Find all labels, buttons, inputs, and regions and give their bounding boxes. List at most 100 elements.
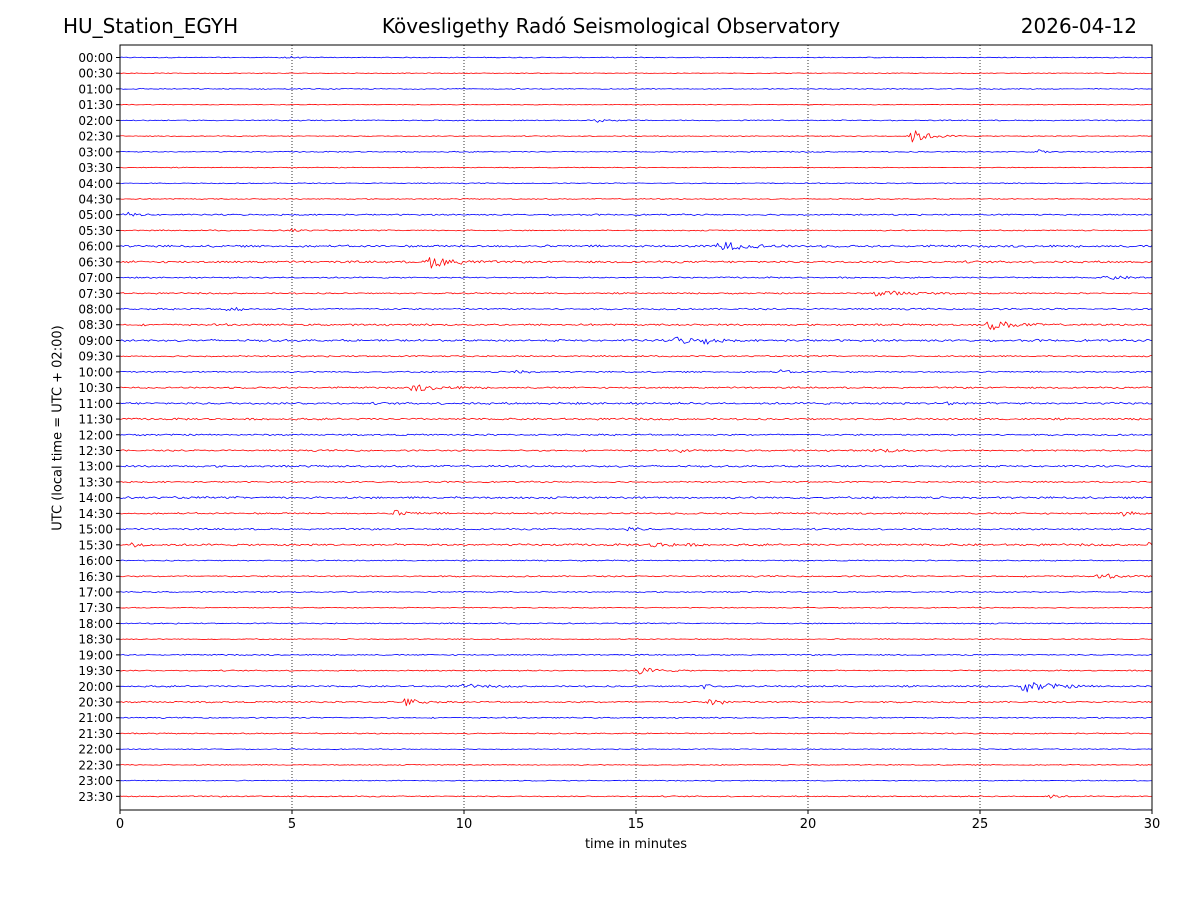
y-tick-label: 02:00 bbox=[78, 114, 113, 128]
y-tick-label: 12:00 bbox=[78, 428, 113, 442]
trace-1730 bbox=[119, 606, 1153, 609]
trace-0930 bbox=[119, 354, 1153, 358]
trace-0330 bbox=[119, 166, 1153, 169]
trace-2100 bbox=[119, 716, 1153, 719]
trace-1200 bbox=[119, 433, 1153, 437]
trace-1900 bbox=[119, 653, 1153, 656]
x-tick-label: 5 bbox=[288, 817, 296, 832]
trace-0430 bbox=[119, 198, 1153, 200]
trace-1700 bbox=[119, 590, 1153, 594]
x-axis-label: time in minutes bbox=[584, 837, 688, 852]
y-tick-label: 01:00 bbox=[78, 82, 113, 96]
y-tick-label: 00:30 bbox=[78, 67, 113, 81]
trace-0230 bbox=[119, 130, 1153, 143]
chart-date: 2026-04-12 bbox=[1020, 14, 1137, 38]
trace-0900 bbox=[119, 336, 1153, 345]
trace-1630 bbox=[119, 573, 1153, 579]
trace-1500 bbox=[119, 526, 1153, 532]
x-tick-label: 10 bbox=[456, 817, 473, 832]
trace-1400 bbox=[119, 496, 1153, 500]
y-tick-label: 07:30 bbox=[78, 287, 113, 301]
y-tick-label: 03:30 bbox=[78, 161, 113, 175]
trace-0130 bbox=[119, 103, 1153, 106]
x-tick-label: 20 bbox=[800, 817, 817, 832]
y-tick-label: 16:00 bbox=[78, 554, 113, 568]
y-tick-label: 20:30 bbox=[78, 696, 113, 710]
y-tick-label: 13:30 bbox=[78, 475, 113, 489]
y-tick-label: 08:30 bbox=[78, 318, 113, 332]
y-tick-label: 11:30 bbox=[78, 413, 113, 427]
x-tick-label: 15 bbox=[628, 817, 645, 832]
trace-1000 bbox=[119, 369, 1153, 374]
y-tick-label: 05:30 bbox=[78, 224, 113, 238]
station-name: HU_Station_EGYH bbox=[63, 14, 239, 38]
y-tick-label: 08:00 bbox=[78, 303, 113, 317]
trace-0530 bbox=[119, 228, 1153, 232]
trace-2200 bbox=[119, 748, 1153, 751]
traces bbox=[119, 56, 1153, 799]
trace-1130 bbox=[119, 417, 1153, 421]
y-tick-label: 09:00 bbox=[78, 334, 113, 348]
trace-1100 bbox=[119, 401, 1153, 406]
trace-2230 bbox=[119, 763, 1153, 766]
y-tick-label: 17:30 bbox=[78, 601, 113, 615]
x-ticks: 0 5 10 15 20 25 30 bbox=[116, 810, 1160, 832]
trace-0200 bbox=[120, 119, 1153, 123]
trace-1600 bbox=[119, 559, 1153, 562]
y-tick-label: 02:30 bbox=[78, 130, 113, 144]
trace-2130 bbox=[119, 732, 1153, 735]
trace-1830 bbox=[119, 638, 1153, 641]
y-tick-label: 06:00 bbox=[78, 240, 113, 254]
y-tick-label: 04:30 bbox=[78, 192, 113, 206]
y-tick-label: 23:00 bbox=[78, 774, 113, 788]
trace-1330 bbox=[119, 480, 1153, 484]
trace-1930 bbox=[119, 667, 1153, 675]
trace-1300 bbox=[119, 464, 1153, 468]
x-tick-label: 30 bbox=[1144, 817, 1161, 832]
trace-1230 bbox=[119, 448, 1153, 453]
trace-0000 bbox=[119, 56, 1153, 59]
trace-0600 bbox=[119, 241, 1153, 251]
y-axis-label: UTC (local time = UTC + 02:00) bbox=[50, 325, 66, 531]
y-tick-label: 22:00 bbox=[78, 743, 113, 757]
y-tick-label: 05:00 bbox=[78, 208, 113, 222]
chart-title: Kövesligethy Radó Seismological Observat… bbox=[381, 14, 841, 38]
y-tick-label: 07:00 bbox=[78, 271, 113, 285]
y-tick-label: 15:30 bbox=[78, 538, 113, 552]
trace-2330 bbox=[119, 794, 1153, 799]
trace-0300 bbox=[119, 149, 1153, 154]
x-tick-label: 25 bbox=[972, 817, 989, 832]
y-tick-label: 15:00 bbox=[78, 523, 113, 537]
y-tick-label: 22:30 bbox=[78, 758, 113, 772]
y-tick-label: 12:30 bbox=[78, 444, 113, 458]
y-tick-label: 23:30 bbox=[78, 790, 113, 804]
trace-1030 bbox=[119, 384, 1153, 392]
grid-lines bbox=[291, 45, 981, 810]
y-tick-label: 14:00 bbox=[78, 491, 113, 505]
y-tick-label: 20:00 bbox=[78, 680, 113, 694]
y-tick-label: 21:00 bbox=[78, 711, 113, 725]
y-tick-label: 21:30 bbox=[78, 727, 113, 741]
trace-2030 bbox=[119, 698, 1153, 707]
trace-0830 bbox=[119, 321, 1153, 331]
trace-1430 bbox=[119, 509, 1153, 517]
y-tick-label: 14:30 bbox=[78, 507, 113, 521]
trace-1800 bbox=[119, 622, 1153, 625]
trace-0400 bbox=[119, 182, 1153, 185]
trace-0800 bbox=[119, 307, 1153, 311]
y-tick-label: 11:00 bbox=[78, 397, 113, 411]
trace-0100 bbox=[119, 88, 1153, 90]
y-tick-label: 04:00 bbox=[78, 177, 113, 191]
y-tick-label: 10:30 bbox=[78, 381, 113, 395]
y-tick-label: 18:00 bbox=[78, 617, 113, 631]
trace-0630 bbox=[119, 257, 1153, 269]
trace-2300 bbox=[119, 779, 1153, 782]
y-tick-label: 00:00 bbox=[78, 51, 113, 65]
y-tick-label: 16:30 bbox=[78, 570, 113, 584]
y-tick-label: 03:00 bbox=[78, 145, 113, 159]
trace-0730 bbox=[119, 290, 1153, 297]
y-tick-label: 17:00 bbox=[78, 585, 113, 599]
trace-1530 bbox=[119, 542, 1153, 548]
